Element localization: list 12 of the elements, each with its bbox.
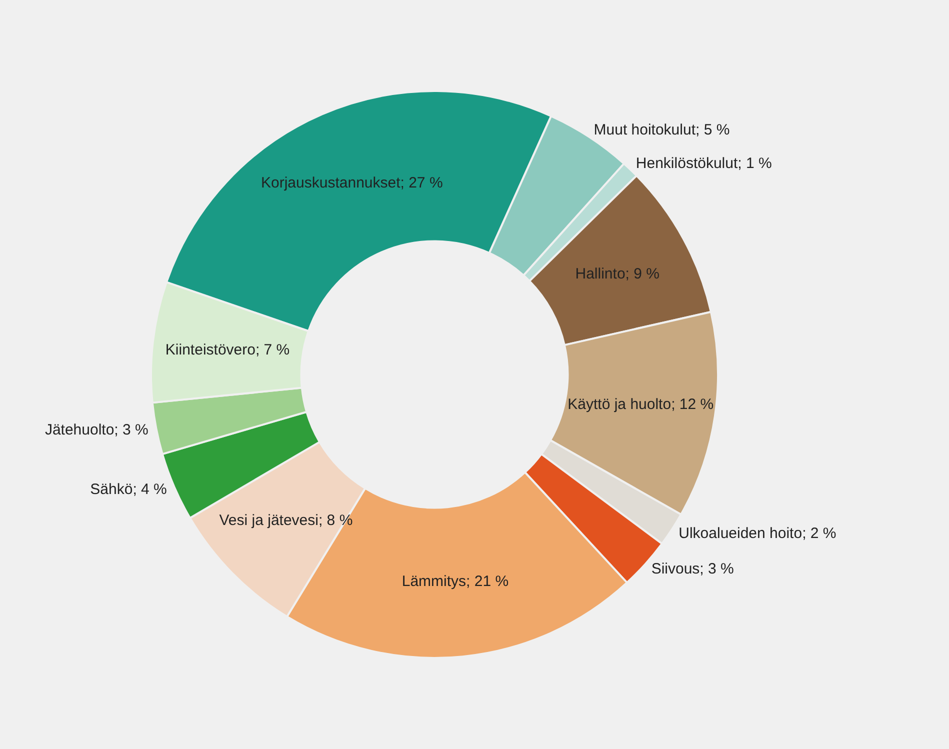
slice-label: Käyttö ja huolto; 12 % xyxy=(568,396,714,414)
slice-label: Korjauskustannukset; 27 % xyxy=(261,174,443,192)
slice-label: Muut hoitokulut; 5 % xyxy=(594,121,730,138)
slice-label: Kiinteistövero; 7 % xyxy=(165,342,290,359)
slice-label: Lämmitys; 21 % xyxy=(402,572,509,590)
slice-label: Jätehuolto; 3 % xyxy=(44,421,148,438)
slice-label: Vesi ja jätevesi; 8 % xyxy=(219,512,353,529)
slice-label: Hallinto; 9 % xyxy=(575,266,660,283)
slice-label: Ulkoalueiden hoito; 2 % xyxy=(678,524,836,542)
slice-label: Siivous; 3 % xyxy=(651,560,734,578)
slice-label: Sähkö; 4 % xyxy=(90,481,167,498)
slice-label: Henkilöstökulut; 1 % xyxy=(636,154,772,172)
